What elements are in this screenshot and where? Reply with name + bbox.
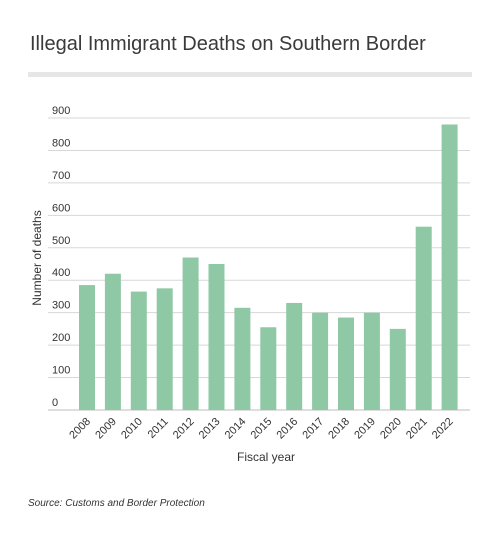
x-tick-label: 2008 — [67, 416, 93, 442]
bar-2021 — [415, 226, 432, 410]
y-tick-label: 600 — [52, 202, 70, 214]
y-tick-label: 100 — [52, 365, 70, 377]
bar-2011 — [156, 288, 173, 410]
bar-2020 — [389, 328, 406, 410]
x-tick-label: 2013 — [197, 416, 223, 442]
x-tick-label: 2020 — [378, 416, 404, 442]
y-tick-labels: 0 100 200 300 400 500 600 700 800 900 — [52, 105, 70, 409]
x-tick-label: 2021 — [404, 416, 430, 442]
x-tick-label: 2014 — [223, 416, 249, 442]
chart-title: Illegal Immigrant Deaths on Southern Bor… — [30, 33, 426, 55]
y-tick-label: 200 — [52, 332, 70, 344]
bar-2012 — [182, 257, 199, 410]
y-tick-label: 800 — [52, 137, 70, 149]
y-tick-label: 900 — [52, 105, 70, 117]
y-tick-label: 400 — [52, 267, 70, 279]
bar-2009 — [104, 273, 121, 410]
bar-2018 — [338, 317, 354, 410]
bars — [79, 124, 458, 410]
x-tick-labels: 2008 2009 2010 2011 2012 2013 2014 2015 2016 2017… — [67, 416, 455, 442]
x-tick-label: 2015 — [249, 416, 275, 442]
y-tick-label: 700 — [52, 170, 70, 182]
bar-2016 — [286, 302, 303, 410]
x-axis-label: Fiscal year — [237, 450, 295, 464]
x-tick-label: 2011 — [146, 416, 171, 441]
x-tick-label: 2016 — [275, 416, 301, 442]
y-tick-label: 300 — [52, 300, 70, 312]
source-note: Source: Customs and Border Protection — [28, 498, 205, 509]
bar-2019 — [363, 312, 380, 410]
bar-2022 — [441, 124, 458, 410]
bar-2017 — [312, 312, 329, 410]
x-tick-label: 2019 — [352, 416, 378, 442]
x-tick-label: 2009 — [93, 416, 119, 442]
bar-2008 — [79, 285, 95, 410]
bar-2015 — [260, 327, 277, 410]
y-tick-label: 0 — [52, 397, 58, 409]
bar-2013 — [208, 264, 225, 410]
x-tick-label: 2010 — [119, 416, 145, 442]
bar-2014 — [234, 307, 251, 410]
x-tick-label: 2018 — [326, 416, 352, 442]
y-axis-label: Number of deaths — [30, 210, 44, 305]
x-tick-label: 2022 — [430, 416, 456, 442]
bar-2010 — [130, 291, 147, 410]
y-tick-label: 500 — [52, 235, 70, 247]
x-tick-label: 2012 — [171, 416, 197, 442]
x-tick-label: 2017 — [300, 416, 326, 442]
title-divider — [28, 72, 472, 77]
